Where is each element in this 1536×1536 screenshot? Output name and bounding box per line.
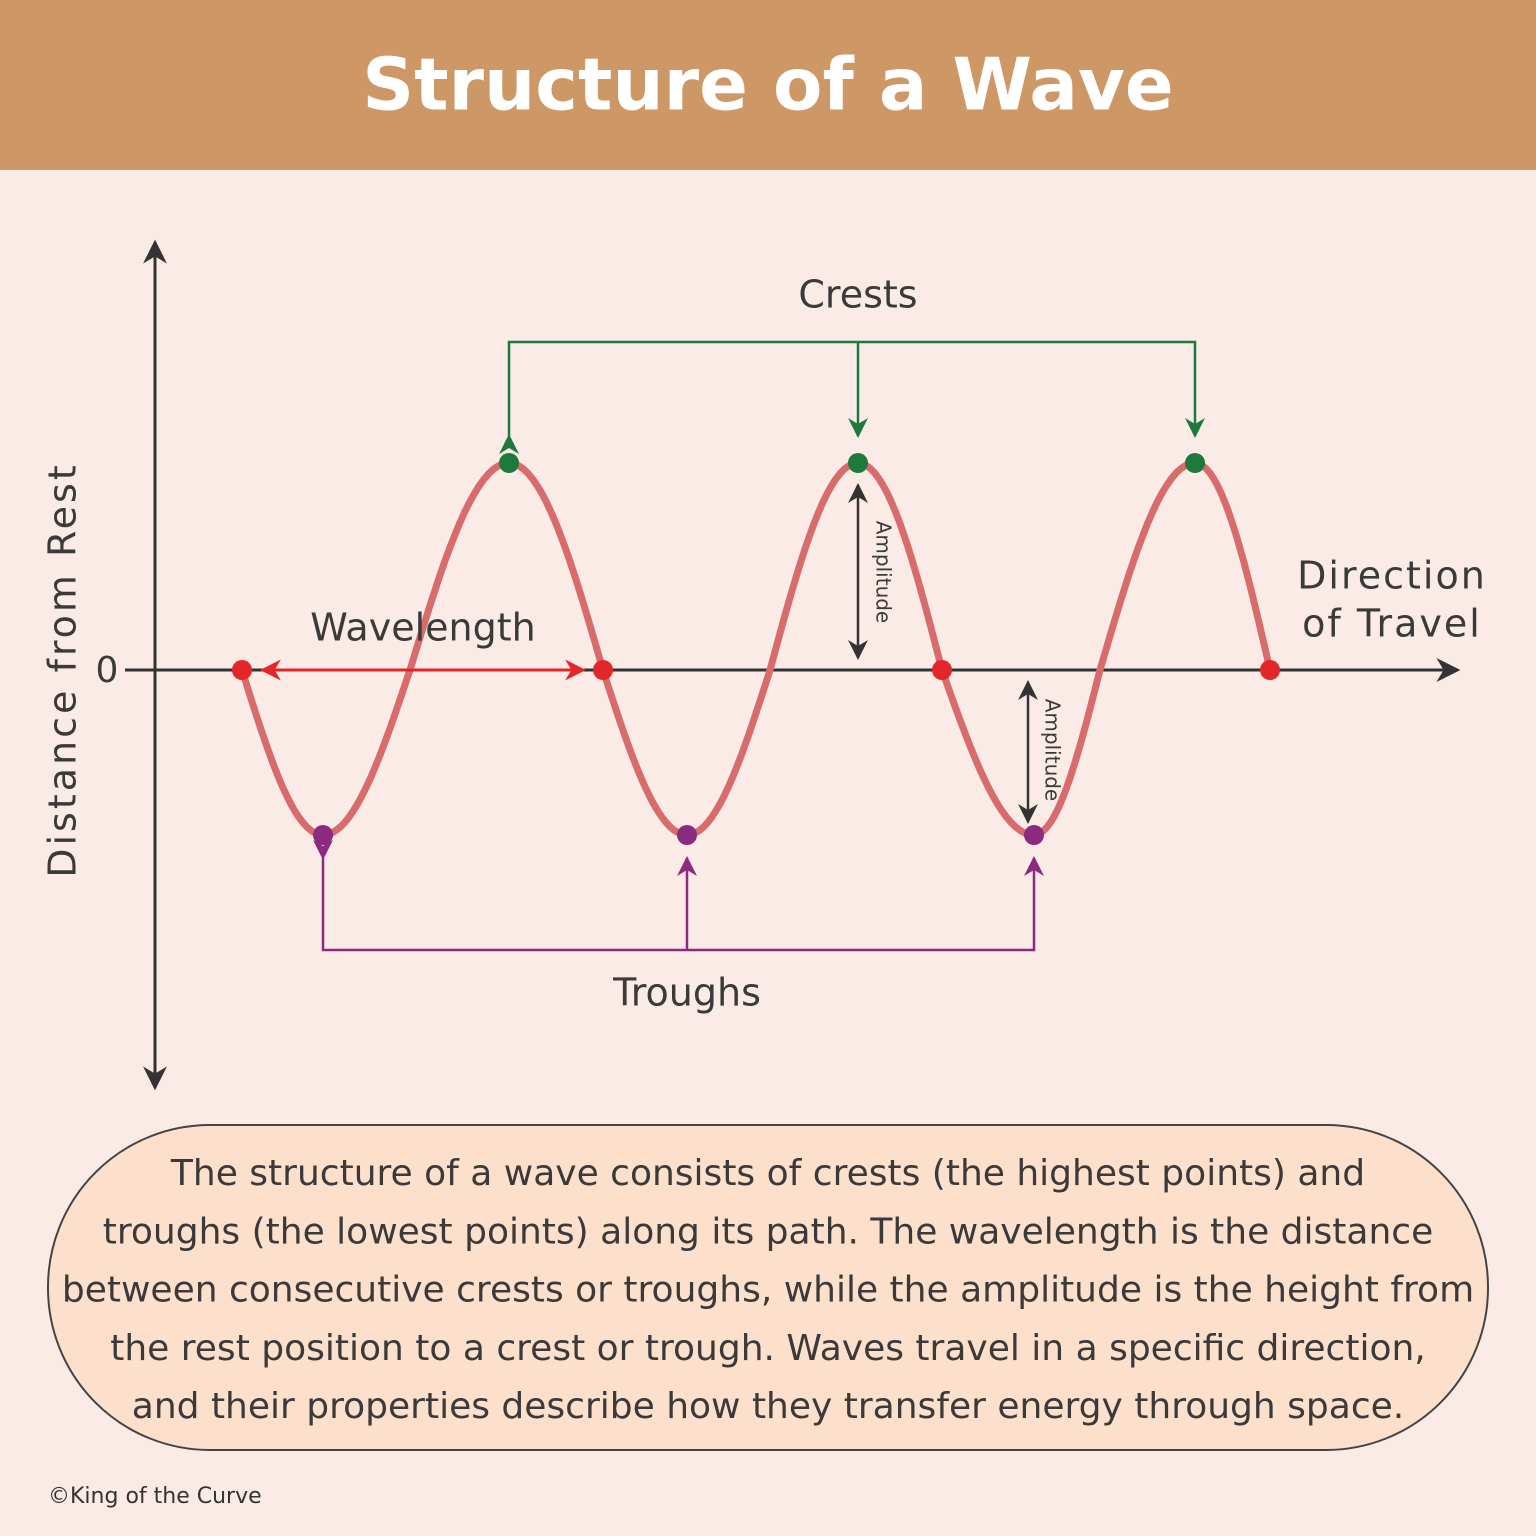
crest-point bbox=[499, 453, 519, 473]
wavelength-label: Wavelength bbox=[310, 606, 535, 650]
crest-point bbox=[1185, 453, 1205, 473]
rest-point bbox=[1260, 660, 1280, 680]
wave-points bbox=[232, 453, 1280, 845]
rest-point bbox=[932, 660, 952, 680]
crests-bracket bbox=[499, 340, 1205, 454]
x-axis-label: Direction bbox=[1297, 554, 1487, 598]
description-line: troughs (the lowest points) along its pa… bbox=[103, 1211, 1433, 1252]
zero-label: 0 bbox=[96, 650, 119, 691]
troughs-connector bbox=[313, 840, 1044, 952]
description: The structure of a wave consists of cres… bbox=[62, 1153, 1474, 1427]
troughs-bracket bbox=[313, 840, 1044, 952]
y-axis-label: Distance from Rest bbox=[41, 462, 85, 878]
crests-label: Crests bbox=[798, 273, 917, 317]
troughs-label: Troughs bbox=[612, 971, 761, 1015]
description-line: the rest position to a crest or trough. … bbox=[110, 1328, 1426, 1369]
title: Structure of a Wave bbox=[362, 43, 1174, 127]
rest-point bbox=[593, 660, 613, 680]
amplitude-label: Amplitude bbox=[872, 521, 896, 624]
trough-point bbox=[677, 825, 697, 845]
header-band bbox=[0, 0, 1536, 170]
description-line: between consecutive crests or troughs, w… bbox=[62, 1270, 1474, 1311]
description-box bbox=[47, 1124, 1489, 1451]
trough-point bbox=[1024, 825, 1044, 845]
crest-point bbox=[848, 453, 868, 473]
crests-connector bbox=[499, 340, 1205, 454]
description-line: The structure of a wave consists of cres… bbox=[170, 1153, 1365, 1194]
description-line: and their properties describe how they t… bbox=[132, 1386, 1404, 1427]
copyright: ©King of the Curve bbox=[48, 1484, 262, 1509]
rest-point bbox=[232, 660, 252, 680]
amplitude-label: Amplitude bbox=[1041, 699, 1065, 802]
trough-point bbox=[313, 825, 333, 845]
x-axis-label: of Travel bbox=[1302, 602, 1482, 646]
